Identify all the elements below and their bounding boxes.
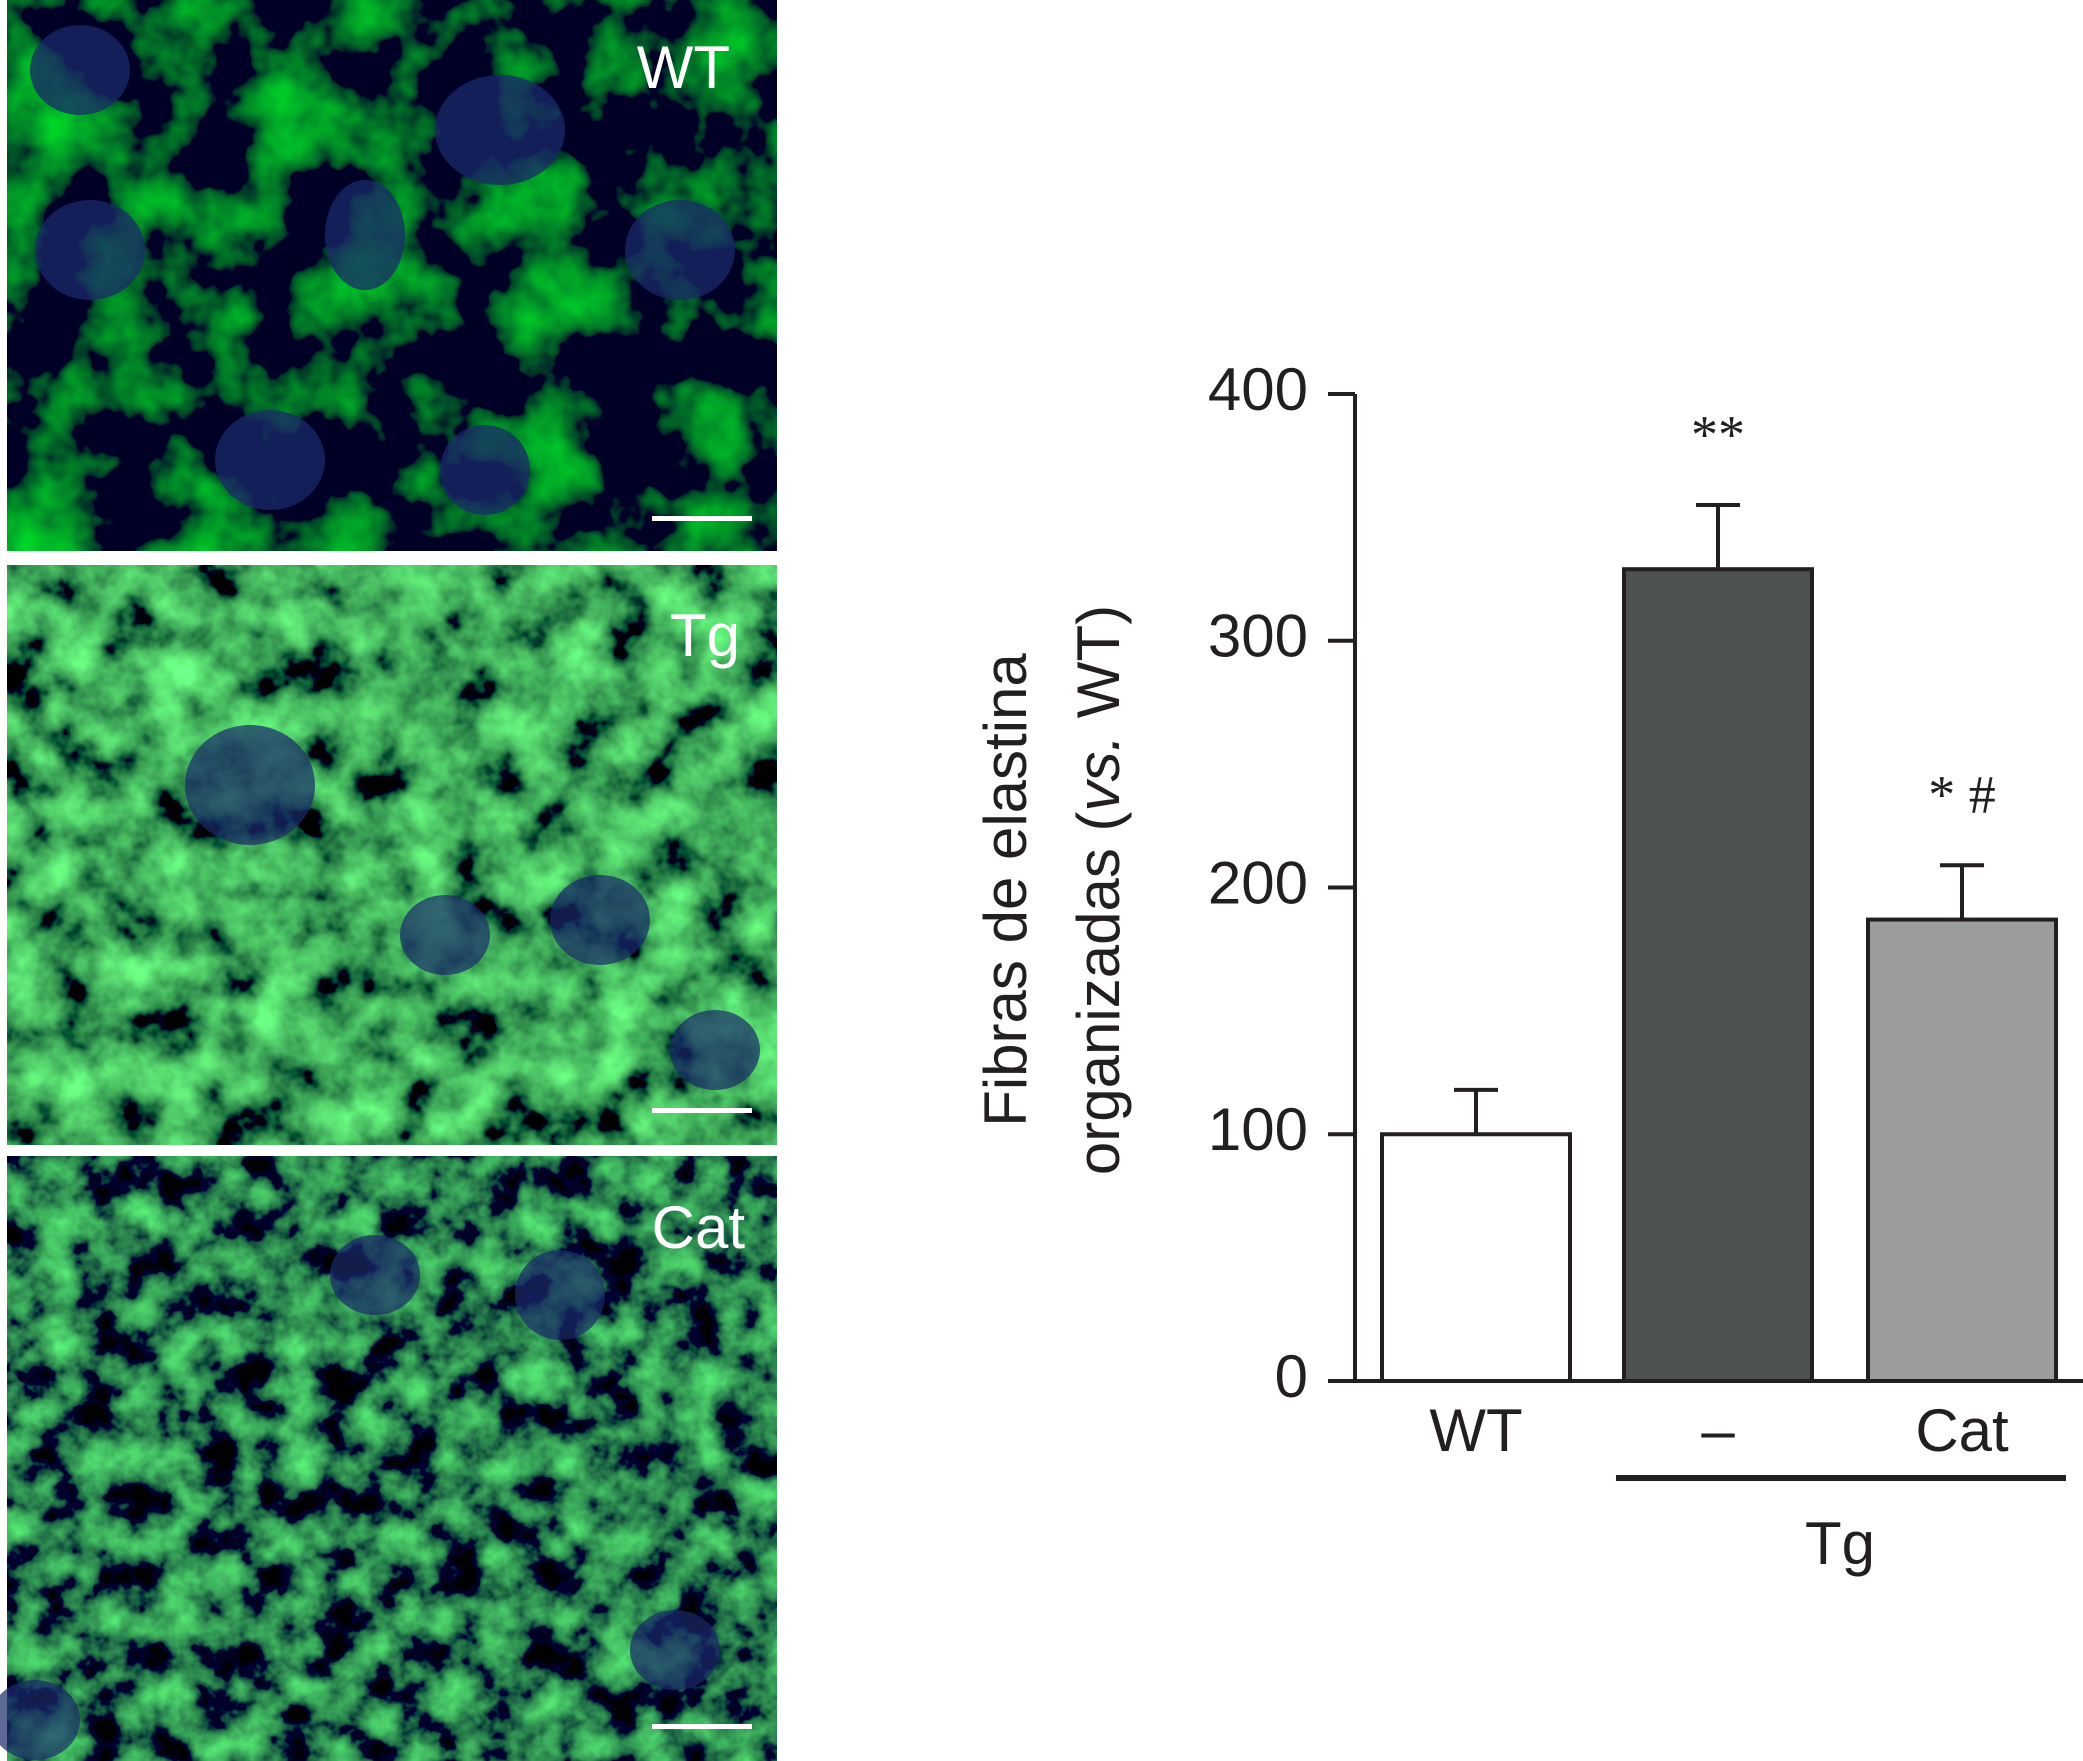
micrograph-cat: Cat (0, 1156, 777, 1761)
y-axis-label-part: WT) (1065, 605, 1132, 735)
x-tick-label: – (1701, 1397, 1735, 1464)
group-label: Tg (1805, 1510, 1875, 1577)
y-axis-label-part: organizadas ( (1065, 812, 1132, 1176)
y-axis-label: Fibras de elastina (972, 653, 1039, 1127)
bar (1380, 1132, 1572, 1383)
y-axis-label: organizadas (vs. WT) (1065, 605, 1132, 1175)
bar (1866, 917, 2058, 1383)
significance-label: * # (1928, 765, 1996, 825)
x-tick-label: WT (1429, 1397, 1522, 1464)
y-axis-label-part: vs. (1065, 735, 1132, 812)
x-tick-label: Cat (1915, 1397, 2009, 1464)
micrograph-tg: Tg (7, 565, 777, 1145)
y-tick-label: 0 (1275, 1343, 1308, 1410)
panel-label: Tg (670, 602, 740, 669)
y-tick-label: 100 (1208, 1096, 1308, 1163)
panel-label: WT (637, 34, 730, 101)
bar (1622, 567, 1814, 1383)
y-tick-label: 400 (1208, 356, 1308, 423)
panel-label: Cat (652, 1194, 746, 1261)
micrograph-wt: WT (7, 0, 777, 551)
significance-label: ** (1691, 404, 1745, 464)
y-tick-label: 300 (1208, 603, 1308, 670)
y-tick-label: 200 (1208, 849, 1308, 916)
